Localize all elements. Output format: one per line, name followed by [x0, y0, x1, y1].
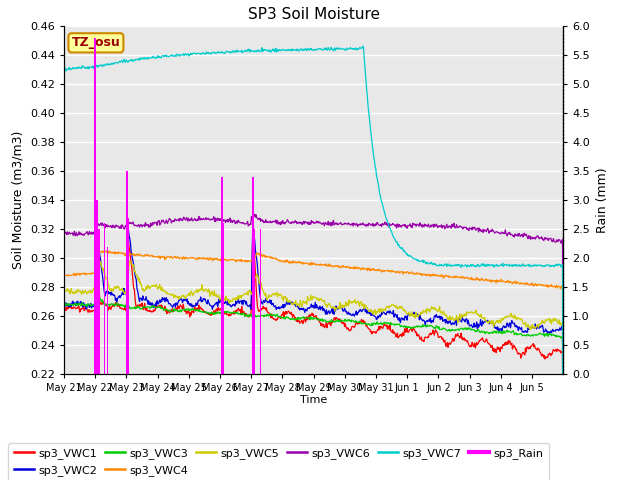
Text: TZ_osu: TZ_osu [72, 36, 120, 49]
Bar [96, 200, 97, 374]
Bar [128, 217, 129, 374]
Bar [221, 177, 222, 374]
Bar [127, 217, 128, 374]
Bar [94, 37, 95, 374]
Y-axis label: Rain (mm): Rain (mm) [596, 168, 609, 233]
Bar [104, 223, 105, 374]
Bar [98, 229, 99, 374]
Bar [223, 223, 224, 374]
Y-axis label: Soil Moisture (m3/m3): Soil Moisture (m3/m3) [12, 131, 24, 269]
Bar [222, 177, 223, 374]
Legend: sp3_VWC1, sp3_VWC2, sp3_VWC3, sp3_VWC4, sp3_VWC5, sp3_VWC6, sp3_VWC7, sp3_Rain: sp3_VWC1, sp3_VWC2, sp3_VWC3, sp3_VWC4, … [8, 443, 549, 480]
Bar [253, 229, 255, 374]
Bar [126, 171, 127, 374]
Bar [260, 229, 261, 374]
Bar [125, 171, 126, 374]
Bar [99, 229, 100, 374]
Bar [252, 177, 253, 374]
Bar [95, 37, 96, 374]
X-axis label: Time: Time [300, 395, 327, 405]
Title: SP3 Soil Moisture: SP3 Soil Moisture [248, 7, 380, 22]
